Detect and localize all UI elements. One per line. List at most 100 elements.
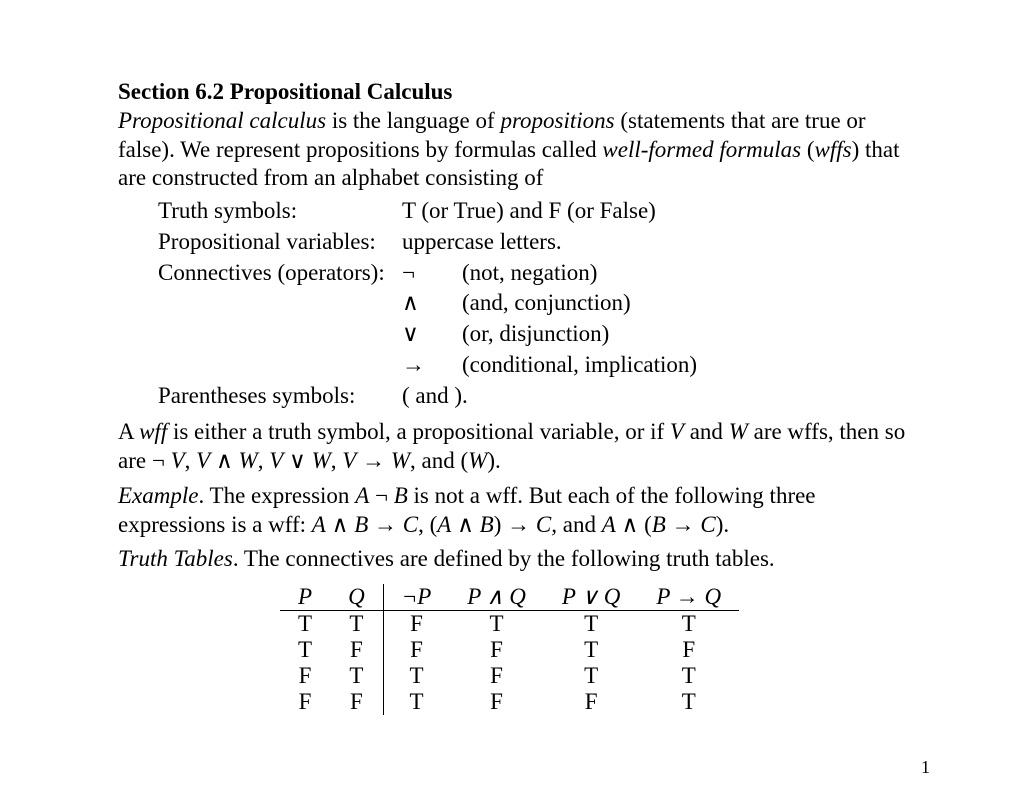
wff-19: → [356, 448, 391, 473]
ex-24: ). [716, 512, 729, 537]
page-number: 1 [921, 757, 930, 778]
tt-cell: F [383, 637, 449, 663]
tt-cell: T [638, 663, 739, 689]
conn-sym-or: ∨ [402, 320, 460, 349]
wff-17: , [331, 448, 343, 473]
tt-cell: T [330, 663, 383, 689]
ex-19: A [602, 512, 616, 537]
ex-4: ¬ [369, 483, 393, 508]
tt-head-q: Q [330, 584, 383, 611]
connectives-label: Connectives (operators): [158, 259, 400, 288]
wff-18: V [342, 448, 356, 473]
tt-cell: T [330, 611, 383, 638]
wff-15: ∨ [283, 448, 311, 473]
tt-cell: T [544, 611, 639, 638]
tt-cell: T [544, 637, 639, 663]
ex-13: A [437, 512, 451, 537]
tt-cell: F [280, 663, 330, 689]
conn-desc-or: (or, disjunction) [462, 320, 697, 349]
wff-20: W [391, 448, 410, 473]
tt-head-notp: ¬P [383, 584, 449, 611]
paren-value: ( and ). [402, 382, 697, 411]
defs-row-propvar: Propositional variables: uppercase lette… [158, 228, 697, 257]
tt-cell: F [280, 689, 330, 715]
wff-11: ∧ [210, 448, 238, 473]
conn-sym-and: ∧ [402, 289, 460, 318]
truth-symbols-label: Truth symbols: [158, 197, 400, 226]
tt-row-0: T T F T T T [280, 611, 739, 638]
wff-2: wff [139, 419, 167, 444]
tt-cell: F [449, 663, 544, 689]
wff-8: V [171, 448, 185, 473]
tt-intro-2: . The connectives are defined by the fol… [233, 546, 775, 571]
ex-10: → [368, 512, 403, 537]
conn-desc-not: (not, negation) [462, 259, 697, 288]
ex-15: B [480, 512, 494, 537]
ex-21: B [652, 512, 666, 537]
wff-14: V [269, 448, 283, 473]
ex-5: B [394, 483, 408, 508]
wff-16: W [312, 448, 331, 473]
propvar-value: uppercase letters. [402, 228, 697, 257]
wff-13: , [258, 448, 270, 473]
wff-9: , [185, 448, 197, 473]
intro-txt-2: is the language of [326, 108, 500, 133]
wff-1: A [118, 419, 139, 444]
ex-12: , ( [418, 512, 437, 537]
tt-cell: F [638, 637, 739, 663]
tt-row-2: F T T F T T [280, 663, 739, 689]
ex-2: . The expression [198, 483, 355, 508]
wff-21: , and ( [410, 448, 468, 473]
tt-head-p: P [280, 584, 330, 611]
tt-head-pimplq: P → Q [638, 584, 739, 611]
section-title: Section 6.2 Propositional Calculus [118, 78, 910, 107]
intro-term-prop: propositions [500, 108, 614, 133]
tt-cell: T [280, 637, 330, 663]
ex-14: ∧ [451, 512, 479, 537]
tt-cell: T [449, 611, 544, 638]
wff-22: W [468, 448, 487, 473]
tt-intro-1: Truth Tables [118, 546, 233, 571]
ex-16: ) → [494, 512, 536, 537]
tt-row-3: F F T F F T [280, 689, 739, 715]
conn-desc-and: (and, conjunction) [462, 289, 697, 318]
alphabet-definitions: Truth symbols: T (or True) and F (or Fal… [156, 195, 699, 412]
wff-12: W [239, 448, 258, 473]
document-page: Section 6.2 Propositional Calculus Propo… [0, 0, 1020, 788]
tt-cell: T [383, 663, 449, 689]
tt-head-porq: P ∨ Q [544, 584, 639, 611]
paren-label: Parentheses symbols: [158, 382, 400, 411]
tt-cell: F [383, 611, 449, 638]
tt-cell: T [383, 689, 449, 715]
ex-23: C [700, 512, 715, 537]
wff-23: ). [487, 448, 500, 473]
intro-term-pc: Propositional calculus [118, 108, 326, 133]
intro-term-wff: well-formed formulas [602, 137, 801, 162]
ex-3: A [355, 483, 369, 508]
intro-txt-6: ( [801, 137, 814, 162]
tt-cell: T [638, 689, 739, 715]
conn-sym-impl: → [402, 351, 460, 380]
ex-20: ∧ ( [616, 512, 652, 537]
tt-cell: T [544, 663, 639, 689]
wff-definition-paragraph: A wff is either a truth symbol, a propos… [118, 418, 910, 476]
defs-row-conn-2: ∨ (or, disjunction) [158, 320, 697, 349]
tt-cell: T [638, 611, 739, 638]
ex-7: A [312, 512, 326, 537]
conn-desc-impl: (conditional, implication) [462, 351, 697, 380]
wff-3: is either a truth symbol, a propositiona… [167, 419, 670, 444]
truth-symbols-value: T (or True) and F (or False) [402, 197, 697, 226]
wff-10: V [196, 448, 210, 473]
wff-6: W [729, 419, 748, 444]
defs-row-paren: Parentheses symbols: ( and ). [158, 382, 697, 411]
truth-tables-intro: Truth Tables. The connectives are define… [118, 545, 910, 574]
tt-cell: F [449, 637, 544, 663]
truth-table: P Q ¬P P ∧ Q P ∨ Q P → Q T T F T T T T F… [280, 584, 739, 715]
ex-1: Example [118, 483, 198, 508]
tt-cell: F [330, 689, 383, 715]
truth-table-header-row: P Q ¬P P ∧ Q P ∨ Q P → Q [280, 584, 739, 611]
ex-8: ∧ [326, 512, 354, 537]
propvar-label: Propositional variables: [158, 228, 400, 257]
defs-row-truth: Truth symbols: T (or True) and F (or Fal… [158, 197, 697, 226]
tt-row-1: T F F F T F [280, 637, 739, 663]
